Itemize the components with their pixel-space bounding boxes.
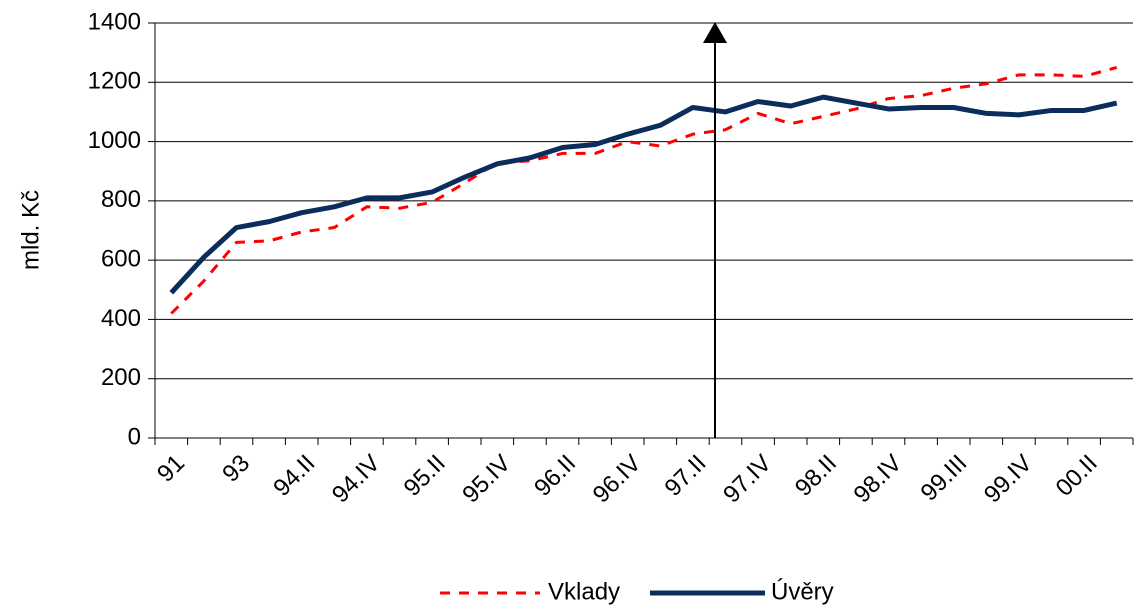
y-tick-label: 1200 bbox=[88, 68, 141, 95]
legend-label: Vklady bbox=[548, 578, 620, 605]
series-line bbox=[170, 66, 1118, 315]
legend: Vklady Úvěry bbox=[440, 578, 834, 605]
y-tick-label: 400 bbox=[101, 305, 141, 332]
y-tick-label: 1400 bbox=[88, 8, 141, 35]
series-line bbox=[169, 94, 1118, 295]
y-tick-label: 0 bbox=[128, 423, 141, 450]
y-axis-label: mld. Kč bbox=[17, 190, 44, 270]
legend-label: Úvěry bbox=[771, 578, 834, 605]
y-tick-label: 800 bbox=[101, 186, 141, 213]
y-tick-label: 200 bbox=[101, 364, 141, 391]
y-tick-label: 1000 bbox=[88, 127, 141, 154]
y-tick-label: 600 bbox=[101, 245, 141, 272]
arrow-head bbox=[703, 22, 727, 43]
